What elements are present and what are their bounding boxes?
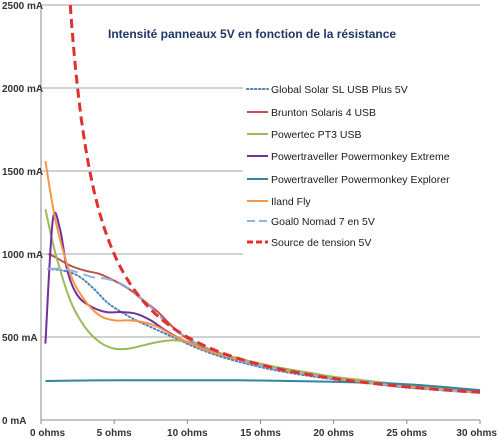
x-tick-label-6: 30 ohms — [456, 428, 497, 439]
series-line-4 — [45, 379, 481, 392]
legend-label-7: Source de tension 5V — [271, 237, 371, 249]
y-tick-label-1: 500 mA — [2, 333, 38, 344]
axes — [40, 5, 481, 424]
y-tick-label-4: 2000 mA — [2, 84, 43, 95]
chart-title: Intensité panneaux 5V en fonction de la … — [108, 27, 396, 41]
y-tick-label-2: 1000 mA — [2, 250, 43, 261]
legend-label-6: Goal0 Nomad 7 en 5V — [271, 216, 375, 228]
y-tick-label-3: 1500 mA — [2, 167, 43, 178]
legend-label-4: Powertraveller Powermonkey Explorer — [271, 174, 450, 186]
series-lines — [44, 4, 481, 394]
legend-label-2: Powertec PT3 USB — [271, 129, 361, 141]
y-axis-tick-labels: 0 mA 500 mA 1000 mA 1500 mA 2000 mA 2500 mA — [2, 1, 43, 427]
x-tick-label-4: 20 ohms — [313, 428, 354, 439]
x-tick-label-3: 15 ohms — [240, 428, 281, 439]
legend-background — [243, 76, 483, 258]
x-axis-tick-labels: 0 ohms 5 ohms 10 ohms 15 ohms 20 ohms 25 ohms… — [30, 428, 497, 439]
series-line-0 — [47, 267, 481, 394]
legend: Global Solar SL USB Plus 5V Brunton Solar… — [246, 84, 450, 249]
legend-label-1: Brunton Solaris 4 USB — [271, 107, 376, 119]
x-tick-label-1: 5 ohms — [97, 428, 132, 439]
legend-label-0: Global Solar SL USB Plus 5V — [271, 84, 408, 96]
x-tick-label-5: 25 ohms — [387, 428, 428, 439]
series-line-7 — [68, 4, 481, 394]
legend-label-3: Powertraveller Powermonkey Extreme — [271, 151, 450, 163]
series-line-6 — [48, 267, 481, 394]
x-tick-label-2: 10 ohms — [167, 428, 208, 439]
y-tick-label-5: 2500 mA — [2, 1, 43, 12]
y-tick-label-0: 0 mA — [2, 416, 26, 427]
x-tick-label-0: 0 ohms — [30, 428, 65, 439]
legend-label-5: Iland Fly — [271, 196, 311, 208]
